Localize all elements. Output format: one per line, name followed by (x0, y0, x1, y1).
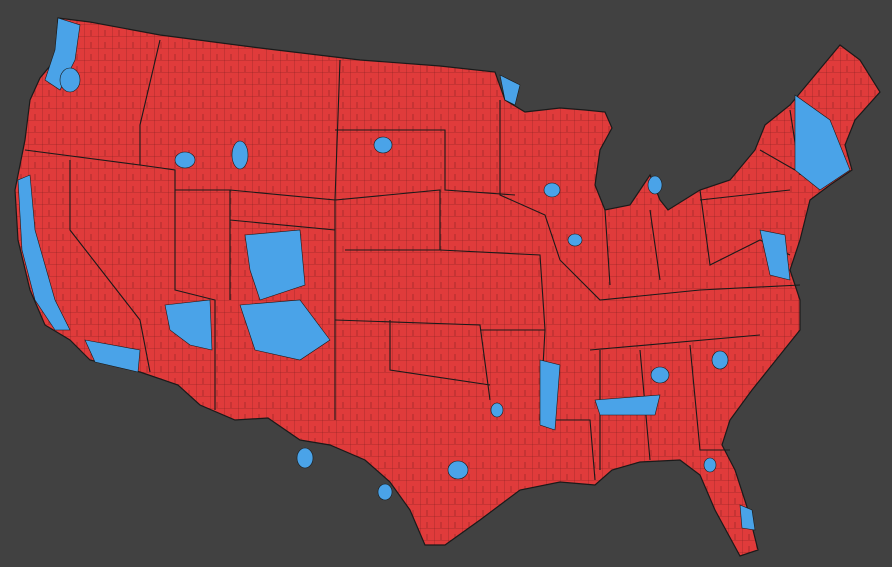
blue-region (84, 339, 141, 373)
blue-region (164, 299, 213, 351)
blue-region (650, 366, 670, 384)
blue-counties (17, 17, 851, 531)
blue-region (59, 67, 81, 93)
blue-region (711, 350, 729, 370)
state-line (139, 164, 216, 410)
blue-region (543, 182, 561, 198)
blue-region (231, 140, 249, 170)
blue-region (377, 483, 393, 501)
state-line (335, 129, 516, 251)
blue-region (739, 504, 756, 531)
blue-region (244, 229, 306, 301)
state-line (69, 160, 151, 373)
blue-region (703, 457, 717, 473)
blue-region (759, 229, 791, 281)
blue-region (490, 402, 504, 418)
state-line (24, 39, 161, 166)
blue-region (647, 175, 663, 195)
state-line (334, 319, 491, 401)
blue-region (296, 447, 314, 469)
blue-region (447, 460, 469, 480)
blue-region (44, 17, 81, 91)
blue-region (499, 74, 521, 106)
blue-region (17, 174, 71, 331)
state-lines (24, 39, 801, 481)
blue-region (239, 299, 331, 361)
blue-region (794, 94, 851, 191)
blue-region (174, 151, 196, 169)
blue-region (373, 136, 393, 154)
blue-region (594, 394, 661, 416)
us-outline (14, 17, 881, 557)
blue-region (567, 233, 583, 247)
state-line (499, 100, 801, 301)
blue-region (539, 359, 561, 431)
